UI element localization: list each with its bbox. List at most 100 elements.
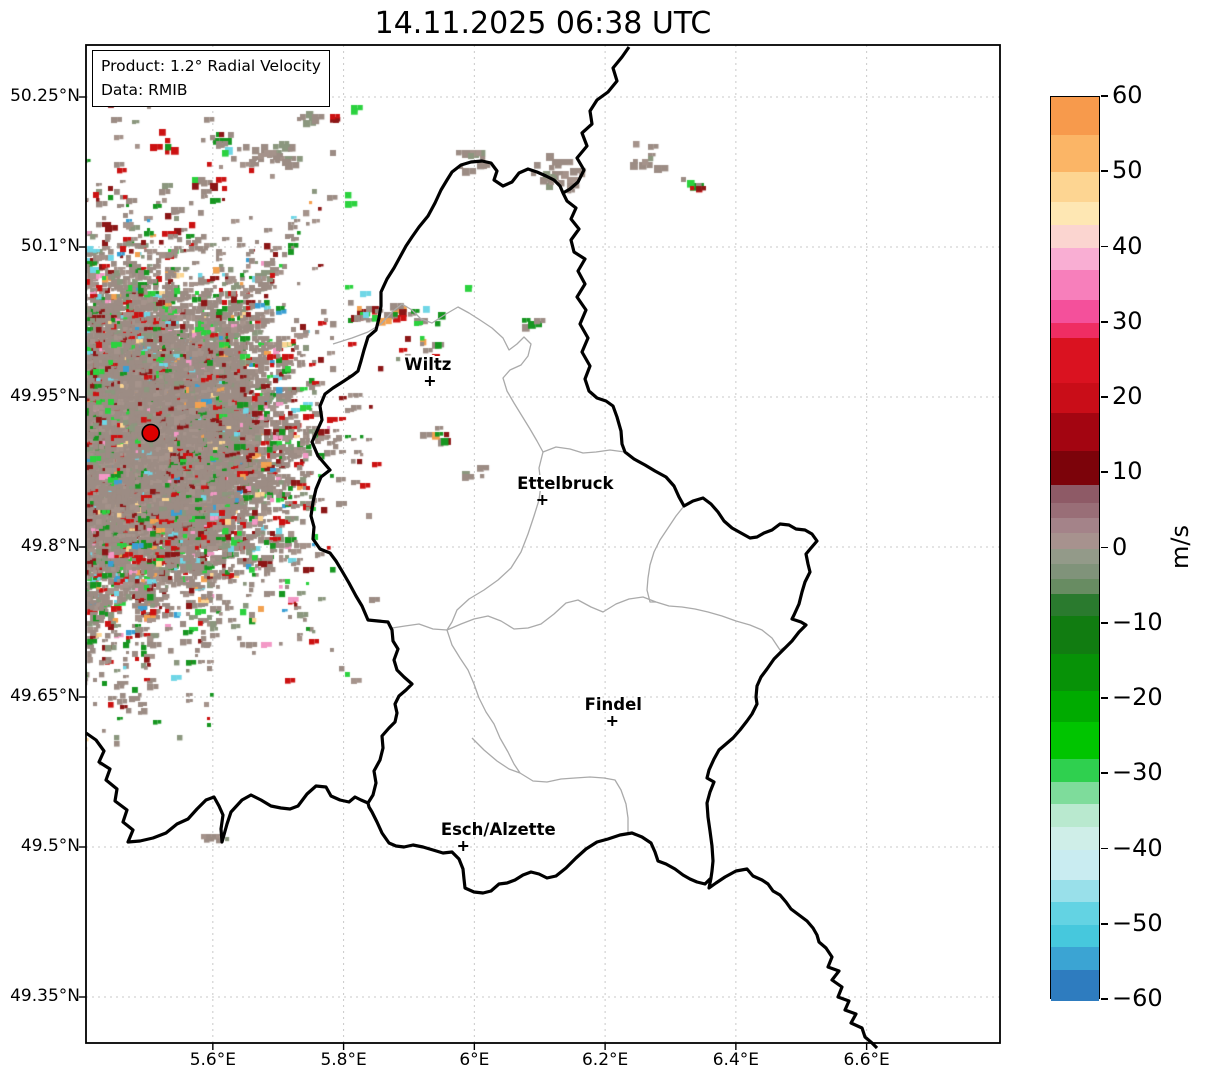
city-marker <box>537 495 548 505</box>
luxembourg-border <box>309 159 819 895</box>
product-info-box: Product: 1.2° Radial Velocity Data: RMIB <box>92 50 330 108</box>
colorbar-band <box>1051 322 1099 339</box>
colorbar-band <box>1051 247 1099 271</box>
colorbar-band <box>1051 969 1099 1001</box>
colorbar-band <box>1051 548 1099 565</box>
colorbar-band <box>1051 224 1099 249</box>
colorbar-tick-label: 30 <box>1112 306 1143 335</box>
y-tick-label: 49.8°N <box>20 536 80 556</box>
colorbar-tick-label: 60 <box>1112 80 1143 109</box>
colorbar-tick-label: 20 <box>1112 381 1143 410</box>
x-tick-label: 6.4°E <box>712 1050 759 1070</box>
city-label: Findel <box>584 695 642 714</box>
colorbar-band <box>1051 202 1099 226</box>
colorbar-tick-mark <box>1101 697 1108 699</box>
colorbar-tick-mark <box>1101 95 1108 97</box>
colorbar-band <box>1051 450 1099 486</box>
colorbar-unit-label: m/s <box>1166 525 1194 569</box>
colorbar-tick-label: −50 <box>1112 908 1163 937</box>
colorbar-band <box>1051 337 1099 384</box>
city-marker <box>458 841 469 851</box>
colorbar-band <box>1051 484 1099 504</box>
y-tick-label: 49.95°N <box>10 386 80 406</box>
colorbar-tick-mark <box>1101 847 1108 850</box>
colorbar-band <box>1051 616 1099 655</box>
colorbar-tick-label: −10 <box>1112 607 1163 636</box>
colorbar <box>1050 96 1100 1001</box>
city-marker <box>607 716 618 726</box>
colorbar-tick-mark <box>1101 922 1108 925</box>
colorbar-tick-label: 10 <box>1112 457 1143 486</box>
colorbar-band <box>1051 849 1099 881</box>
colorbar-tick-mark <box>1101 396 1108 398</box>
colorbar-band <box>1051 947 1099 971</box>
colorbar-band <box>1051 300 1099 324</box>
y-tick-label: 49.5°N <box>20 836 80 856</box>
canton-boundary <box>446 629 521 774</box>
data-source-line: Data: RMIB <box>101 81 188 100</box>
colorbar-tick-mark <box>1101 170 1108 173</box>
y-tick-label: 49.65°N <box>10 686 80 706</box>
x-tick-label: 6.6°E <box>843 1050 890 1070</box>
colorbar-band <box>1051 804 1099 828</box>
colorbar-tick-label: 40 <box>1112 231 1143 260</box>
page-title: 14.11.2025 06:38 UTC <box>374 6 712 41</box>
colorbar-band <box>1051 503 1099 519</box>
colorbar-band <box>1051 721 1099 760</box>
x-tick-label: 6°E <box>459 1050 490 1070</box>
colorbar-band <box>1051 518 1099 535</box>
colorbar-band <box>1051 533 1099 550</box>
colorbar-band <box>1051 781 1099 805</box>
plot-frame <box>85 44 1001 1044</box>
colorbar-band <box>1051 382 1099 414</box>
colorbar-band <box>1051 563 1099 580</box>
colorbar-band <box>1051 759 1099 783</box>
colorbar-tick-mark <box>1101 998 1108 1000</box>
canton-boundary <box>332 303 544 453</box>
colorbar-band <box>1051 924 1099 948</box>
city-label: Wiltz <box>404 355 452 374</box>
canton-boundary <box>542 446 626 454</box>
colorbar-tick-mark <box>1101 320 1108 323</box>
x-tick-label: 5.8°E <box>320 1050 367 1070</box>
y-tick-label: 49.35°N <box>10 986 80 1006</box>
colorbar-tick-mark <box>1101 471 1108 474</box>
colorbar-band <box>1051 578 1099 595</box>
colorbar-band <box>1051 826 1099 851</box>
colorbar-tick-label: −60 <box>1112 983 1163 1012</box>
canton-boundary <box>391 596 792 651</box>
country-border <box>707 867 879 1050</box>
country-border <box>85 731 369 844</box>
canton-boundary <box>471 737 629 833</box>
colorbar-band <box>1051 691 1099 723</box>
colorbar-tick-mark <box>1101 621 1108 624</box>
colorbar-band <box>1051 172 1099 203</box>
colorbar-tick-mark <box>1101 546 1108 549</box>
colorbar-band <box>1051 270 1099 301</box>
colorbar-tick-mark <box>1101 245 1108 248</box>
colorbar-tick-label: 0 <box>1112 532 1128 561</box>
colorbar-band <box>1051 134 1099 173</box>
x-tick-label: 5.6°E <box>189 1050 236 1070</box>
canton-boundary <box>446 451 544 631</box>
city-marker <box>424 376 435 386</box>
x-tick-label: 6.2°E <box>581 1050 629 1070</box>
colorbar-tick-label: −30 <box>1112 758 1163 787</box>
y-tick-label: 50.1°N <box>20 236 80 256</box>
colorbar-tick-label: −40 <box>1112 833 1163 862</box>
radar-site-dot <box>141 423 161 443</box>
country-border <box>562 46 631 195</box>
colorbar-band <box>1051 879 1099 903</box>
product-line: Product: 1.2° Radial Velocity <box>101 57 321 75</box>
city-label: Esch/Alzette <box>440 820 556 839</box>
y-tick-label: 50.25°N <box>10 86 80 106</box>
city-label: Ettelbruck <box>517 474 614 493</box>
colorbar-tick-mark <box>1101 772 1108 775</box>
colorbar-band <box>1051 413 1099 452</box>
colorbar-band <box>1051 653 1099 693</box>
colorbar-band <box>1051 593 1099 617</box>
colorbar-tick-label: 50 <box>1112 156 1143 185</box>
colorbar-tick-label: −20 <box>1112 682 1163 711</box>
